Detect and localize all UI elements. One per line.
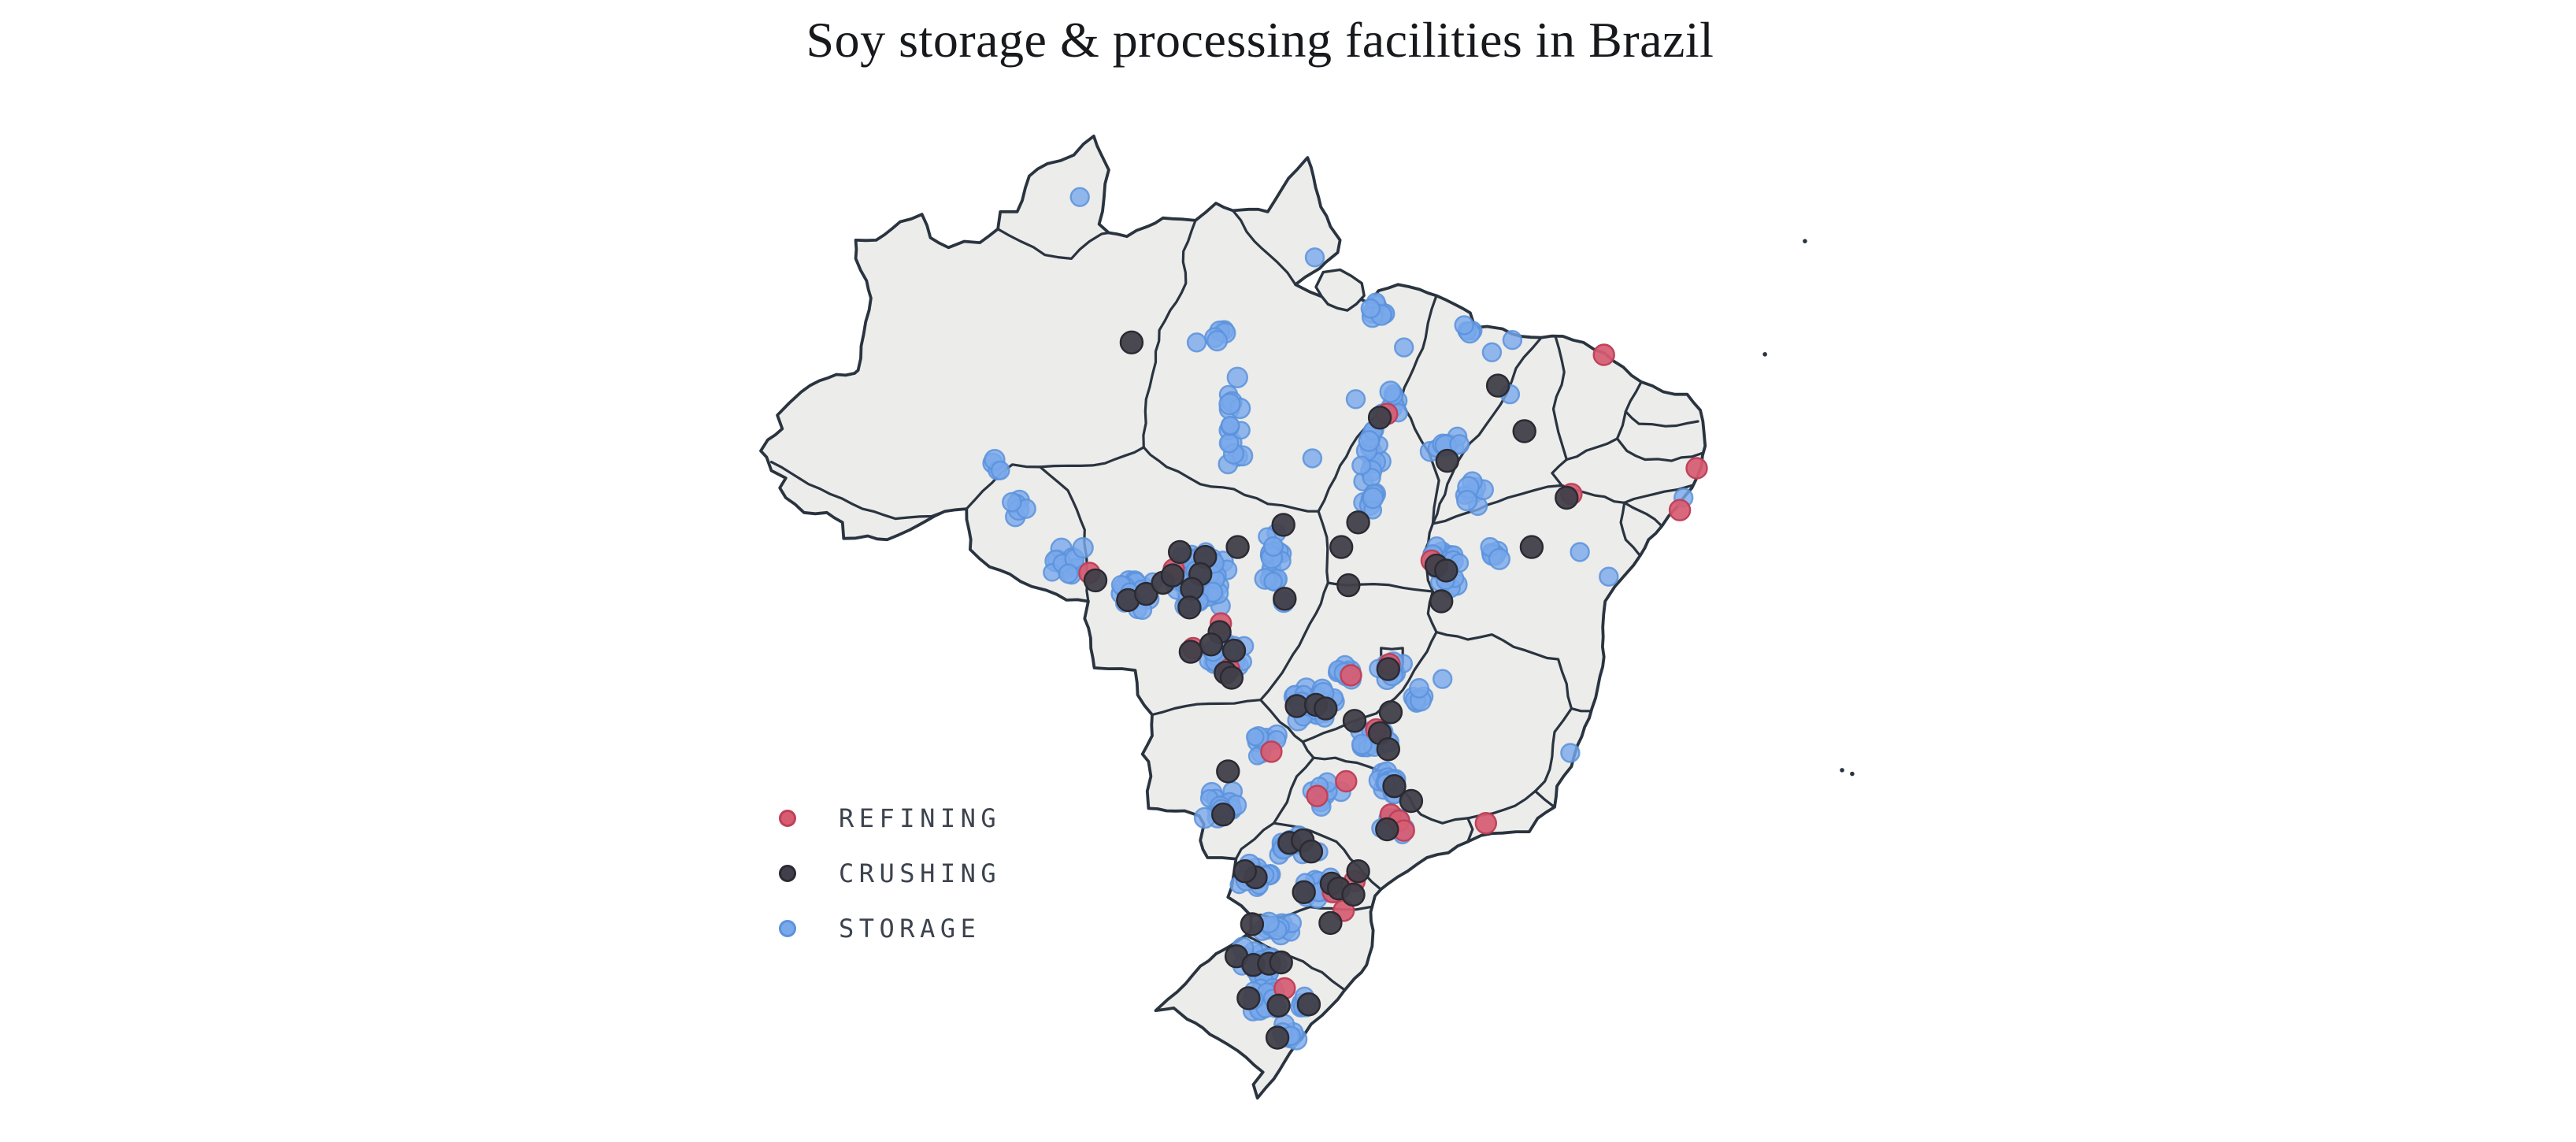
legend-item-storage: STORAGE bbox=[779, 901, 1001, 956]
brazil-land bbox=[759, 134, 1707, 1100]
crushing-dots bbox=[1083, 330, 1579, 1050]
offshore-islands bbox=[1762, 239, 1855, 777]
crushing-swatch-icon bbox=[779, 865, 796, 882]
chart-title: Soy storage & processing facilities in B… bbox=[806, 12, 1714, 68]
legend-label-refining: REFINING bbox=[839, 803, 1002, 833]
legend-label-crushing: CRUSHING bbox=[839, 858, 1002, 888]
legend: REFINING CRUSHING STORAGE bbox=[779, 791, 1001, 956]
legend-label-storage: STORAGE bbox=[839, 914, 981, 944]
refining-swatch-icon bbox=[779, 810, 796, 827]
legend-item-refining: REFINING bbox=[779, 791, 1001, 846]
legend-item-crushing: CRUSHING bbox=[779, 846, 1001, 901]
storage-swatch-icon bbox=[779, 920, 796, 937]
